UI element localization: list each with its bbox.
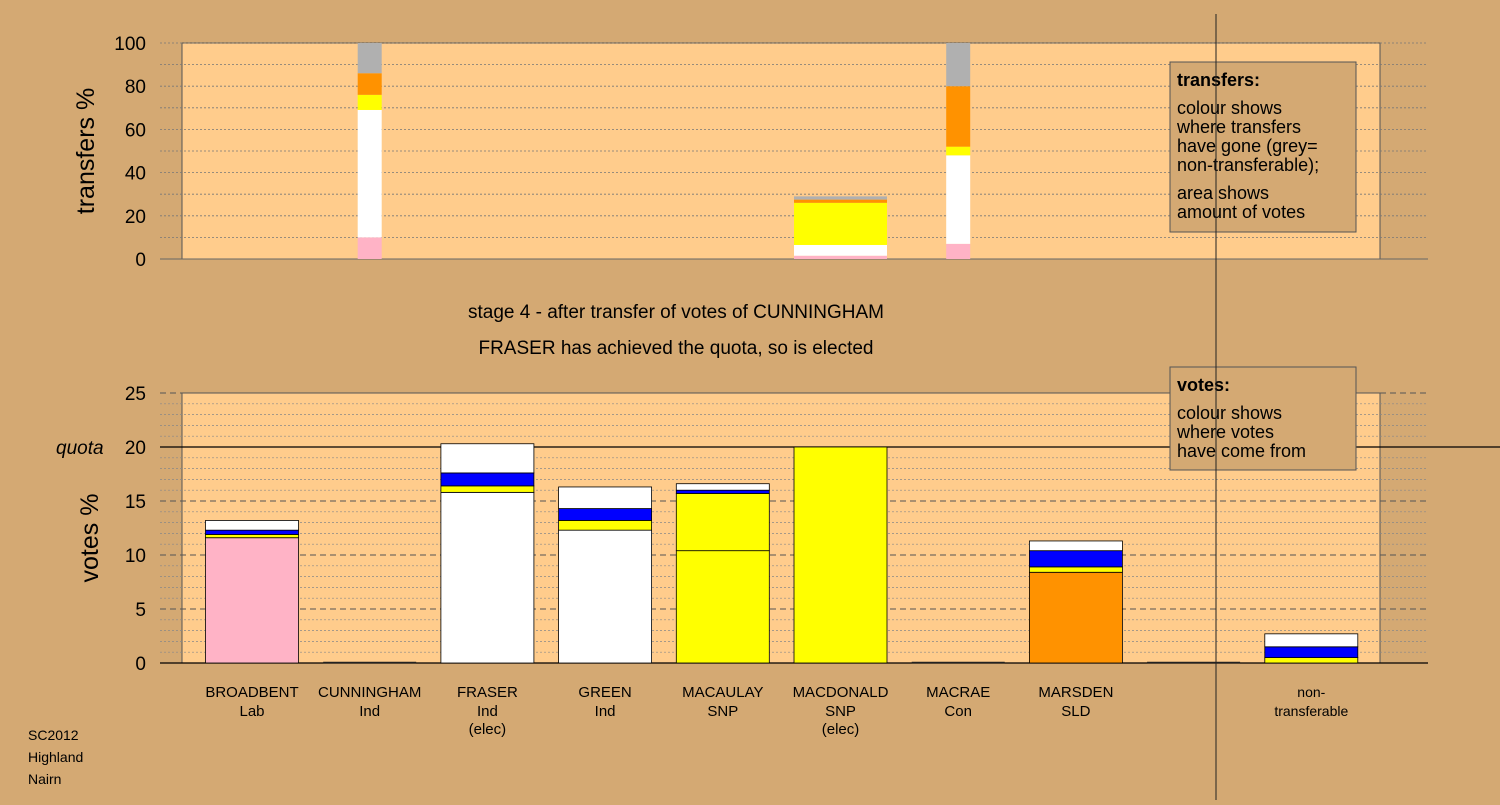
category-name-6: MACRAE	[926, 684, 990, 701]
top-bar-cunningham-ind-seg-1	[357, 109, 382, 238]
bottom-bar-fraser-seg-2	[440, 472, 535, 487]
quota-label: quota	[56, 438, 104, 459]
bottom-ytick-label-25: 25	[125, 384, 146, 405]
footer-line-3: Nairn	[28, 771, 62, 787]
top-ytick-label-100: 100	[114, 34, 146, 55]
bottom-bar-green-seg-1	[558, 520, 652, 531]
bottom-bar-broadbent-seg-0	[205, 537, 299, 664]
bottom-ytick-label-15: 15	[125, 492, 146, 513]
top-bar-macdonald-snp-elec-seg-4	[794, 196, 887, 200]
top-bar-macrae-con-seg-2	[946, 146, 971, 156]
transfers-legend-line-2: where transfers	[1176, 117, 1301, 137]
bottom-bar-broadbent-seg-3	[205, 520, 299, 531]
bottom-bar-macaulay-seg-0	[675, 550, 770, 664]
footer: SC2012 Highland Nairn	[28, 724, 83, 790]
top-y-axis-label: transfers %	[72, 88, 100, 214]
top-ytick-label-80: 80	[125, 77, 146, 98]
bottom-bar-fraser-seg-3	[440, 443, 535, 474]
footer-line-1: SC2012	[28, 727, 79, 743]
footer-line-2: Highland	[28, 749, 84, 765]
bottom-bar-non-transferable-seg-2	[1264, 633, 1359, 648]
top-bar-macdonald-snp-elec-seg-3	[794, 199, 887, 203]
category-status-2: (elec)	[469, 721, 507, 738]
top-bar-macrae-con-seg-3	[946, 86, 971, 147]
bottom-bar-marsden-seg-3	[1029, 540, 1123, 552]
bottom-ytick-label-0: 0	[135, 654, 146, 675]
votes-legend-line-1: colour shows	[1177, 403, 1282, 423]
top-ytick-label-20: 20	[125, 207, 146, 228]
bottom-bar-green-seg-3	[558, 486, 652, 509]
bottom-bar-non-transferable-seg-1	[1264, 646, 1359, 658]
category-name-1: CUNNINGHAM	[318, 684, 421, 701]
top-bar-macdonald-snp-elec-seg-1	[794, 244, 887, 256]
top-bar-macrae-con-seg-4	[946, 43, 971, 87]
bottom-ytick-label-10: 10	[125, 546, 146, 567]
bottom-bar-marsden-seg-0	[1029, 571, 1123, 664]
bottom-bar-macaulay-seg-2	[675, 489, 770, 494]
votes-legend-line-2: where votes	[1176, 422, 1274, 442]
bottom-bar-macdonald-seg-0	[793, 446, 888, 664]
bottom-bar-green-seg-0	[558, 529, 652, 664]
bottom-bar-marsden-seg-2	[1029, 550, 1123, 568]
top-ytick-label-0: 0	[135, 250, 146, 271]
chart-subtitle: FRASER has achieved the quota, so is ele…	[478, 338, 873, 359]
transfers-legend-line-1: colour shows	[1177, 98, 1282, 118]
bottom-bar-non-transferable-seg-0	[1264, 657, 1359, 664]
votes-legend-line-3: have come from	[1177, 441, 1306, 461]
top-bar-macrae-con-seg-0	[946, 243, 971, 259]
bottom-y-axis-label: votes %	[76, 494, 104, 583]
category-name-3: GREEN	[578, 684, 631, 701]
top-ytick-label-60: 60	[125, 120, 146, 141]
top-bar-macdonald-snp-elec-seg-0	[794, 255, 887, 259]
transfers-legend-heading: transfers:	[1177, 70, 1260, 90]
category-party-7: SLD	[1061, 703, 1090, 720]
top-bar-macrae-con-seg-1	[946, 155, 971, 244]
category-party-9: transferable	[1274, 703, 1348, 719]
top-bar-cunningham-ind-seg-3	[357, 73, 382, 95]
chart-title: stage 4 - after transfer of votes of CUN…	[468, 302, 884, 323]
category-party-6: Con	[944, 703, 972, 720]
bottom-bar-fraser-seg-1	[440, 485, 535, 493]
bottom-bar-macaulay-seg-3	[675, 483, 770, 491]
category-name-7: MARSDEN	[1038, 684, 1113, 701]
category-name-9: non-	[1297, 684, 1325, 700]
category-party-5: SNP	[825, 703, 856, 720]
category-status-5: (elec)	[822, 721, 860, 738]
bottom-bar-green-seg-2	[558, 508, 652, 521]
votes-legend-box	[1169, 366, 1357, 471]
category-name-5: MACDONALD	[793, 684, 889, 701]
bottom-ytick-label-5: 5	[135, 600, 146, 621]
bottom-bar-broadbent-seg-2	[205, 529, 299, 535]
category-party-2: Ind	[477, 703, 498, 720]
top-bar-cunningham-ind-seg-2	[357, 94, 382, 110]
top-bar-macdonald-snp-elec-seg-2	[794, 202, 887, 245]
category-party-3: Ind	[595, 703, 616, 720]
bottom-bar-fraser-seg-0	[440, 491, 535, 664]
transfers-legend-box	[1169, 61, 1357, 233]
category-party-0: Lab	[239, 703, 264, 720]
bottom-bar-marsden-seg-1	[1029, 566, 1123, 573]
transfers-legend-note-2: amount of votes	[1177, 202, 1305, 222]
top-ytick-label-40: 40	[125, 164, 146, 185]
bottom-bar-macaulay-seg-1	[675, 493, 770, 552]
category-name-2: FRASER	[457, 684, 518, 701]
votes-legend-heading: votes:	[1177, 375, 1230, 395]
transfers-legend-line-4: non-transferable);	[1177, 155, 1319, 175]
category-name-0: BROADBENT	[205, 684, 298, 701]
category-party-4: SNP	[707, 703, 738, 720]
category-party-1: Ind	[359, 703, 380, 720]
top-bar-cunningham-ind-seg-4	[357, 43, 382, 74]
bottom-bar-broadbent-seg-1	[205, 534, 299, 539]
bottom-ytick-label-20: 20	[125, 438, 146, 459]
category-name-4: MACAULAY	[682, 684, 763, 701]
transfers-legend-line-3: have gone (grey=	[1177, 136, 1318, 156]
transfers-legend-note-1: area shows	[1177, 183, 1269, 203]
top-bar-cunningham-ind-seg-0	[357, 237, 382, 259]
